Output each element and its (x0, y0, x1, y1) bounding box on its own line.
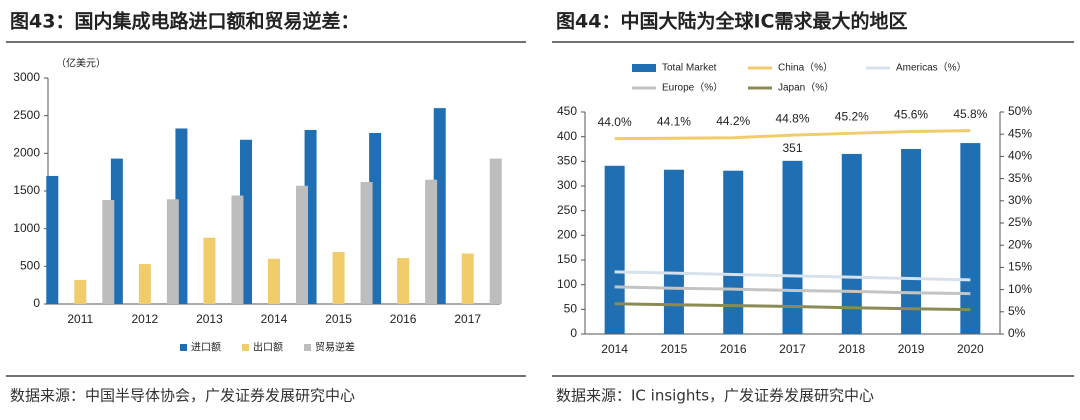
legend-label: 出口额 (253, 341, 283, 354)
y-tick-label: 2000 (13, 146, 40, 160)
bar (841, 153, 862, 334)
y-tick-label: 250 (557, 203, 577, 217)
bar (46, 175, 59, 304)
data-label: 44.2% (716, 114, 750, 128)
y2-tick-label: 40% (1008, 149, 1032, 163)
x-tick-label: 2012 (132, 312, 159, 326)
line-series (614, 302, 971, 312)
bar (901, 149, 922, 334)
y2-tick-label: 30% (1008, 193, 1032, 207)
bar (604, 165, 625, 334)
data-label: 44.1% (657, 114, 691, 128)
bar (102, 200, 115, 304)
y-tick-label: 500 (20, 259, 40, 273)
source: 数据来源：IC insights，广发证券发展研究中心 (556, 387, 874, 405)
bar (960, 143, 981, 334)
legend-swatch (632, 64, 656, 72)
y-tick-label: 2500 (13, 108, 40, 122)
y-tick-label: 300 (557, 178, 577, 192)
line-series (614, 285, 971, 296)
y-axis-label: （亿美元） (56, 57, 106, 70)
line-series (614, 129, 971, 141)
legend-label: China（%） (778, 62, 833, 74)
y-tick-label: 50 (564, 302, 578, 316)
y2-tick-label: 35% (1008, 171, 1032, 185)
y-tick-label: 100 (557, 277, 577, 291)
bar (723, 170, 744, 334)
x-tick-label: 2017 (454, 312, 481, 326)
bar (461, 253, 474, 304)
x-tick-label: 2014 (261, 312, 288, 326)
bar (231, 195, 244, 304)
x-tick-label: 2014 (601, 342, 628, 356)
chart-title: 图44：中国大陆为全球IC需求最大的地区 (556, 10, 907, 33)
data-label: 44.8% (775, 111, 809, 125)
data-label: 45.2% (835, 109, 869, 123)
bar (296, 185, 308, 304)
x-tick-label: 2011 (67, 312, 93, 326)
x-tick-label: 2019 (898, 342, 925, 356)
y2-tick-label: 5% (1008, 304, 1026, 318)
data-label: 45.8% (953, 107, 987, 121)
bar (166, 199, 179, 304)
y2-tick-label: 50% (1008, 104, 1032, 118)
y-tick-label: 1000 (13, 221, 40, 235)
legend-label: Americas（%） (896, 62, 967, 74)
bar (489, 158, 502, 304)
x-tick-label: 2020 (957, 342, 984, 356)
chart-title: 图43：国内集成电路进口额和贸易逆差： (10, 10, 359, 33)
y2-tick-label: 20% (1008, 237, 1032, 251)
y-tick-label: 0 (33, 296, 40, 310)
legend-label: Japan（%） (778, 82, 834, 94)
y-tick-label: 150 (557, 252, 577, 266)
y-tick-label: 450 (557, 104, 577, 118)
y-tick-label: 200 (557, 228, 577, 242)
y-tick-label: 1500 (13, 183, 40, 197)
data-label: 44.0% (598, 115, 632, 129)
data-label: 351 (782, 141, 802, 155)
data-label: 45.6% (894, 108, 928, 122)
bar (397, 258, 410, 304)
bar (138, 264, 151, 304)
bar (332, 252, 345, 304)
x-tick-label: 2016 (720, 342, 747, 356)
y-tick-label: 350 (557, 154, 577, 168)
bar (360, 181, 373, 304)
y2-tick-label: 45% (1008, 126, 1032, 140)
y-tick-label: 0 (570, 326, 577, 340)
y2-tick-label: 10% (1008, 282, 1032, 296)
y2-tick-label: 15% (1008, 260, 1032, 274)
bar (203, 237, 216, 304)
x-tick-label: 2015 (661, 342, 688, 356)
bar (74, 279, 87, 304)
legend-label: 进口额 (191, 341, 221, 354)
bar (663, 169, 684, 334)
x-tick-label: 2013 (196, 312, 223, 326)
legend-swatch (242, 344, 249, 351)
source: 数据来源：中国半导体协会，广发证券发展研究中心 (10, 387, 355, 405)
legend-swatch (304, 344, 311, 351)
x-tick-label: 2015 (325, 312, 352, 326)
y2-tick-label: 0% (1008, 326, 1026, 340)
y2-tick-label: 25% (1008, 215, 1032, 229)
legend-label: Total Market (662, 63, 717, 74)
y-tick-label: 3000 (13, 70, 40, 84)
legend-swatch (180, 344, 187, 351)
line-series (614, 270, 971, 282)
bar (268, 258, 280, 304)
bar (425, 179, 438, 304)
legend-label: 贸易逆差 (315, 341, 355, 354)
x-tick-label: 2016 (390, 312, 417, 326)
x-tick-label: 2018 (838, 342, 865, 356)
legend-label: Europe（%） (662, 82, 723, 94)
x-tick-label: 2017 (779, 342, 806, 356)
y-tick-label: 400 (557, 129, 577, 143)
